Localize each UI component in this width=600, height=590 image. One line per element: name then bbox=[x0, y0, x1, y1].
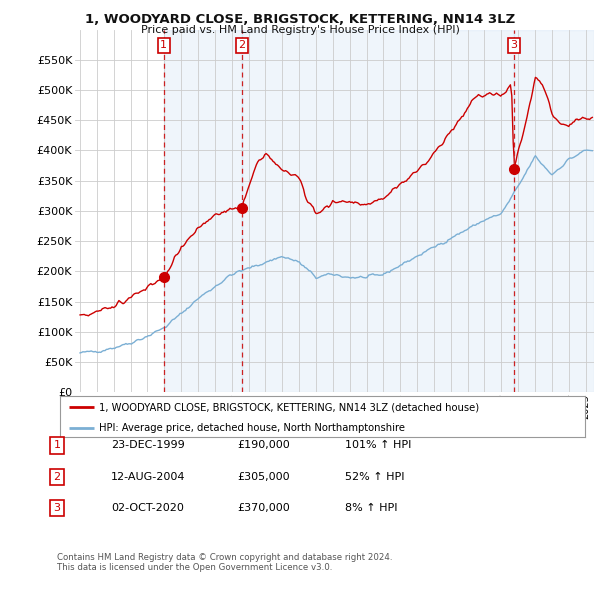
Bar bbox=[242, 30, 514, 392]
Text: 23-DEC-1999: 23-DEC-1999 bbox=[111, 441, 185, 450]
Text: £370,000: £370,000 bbox=[237, 503, 290, 513]
Bar bbox=[164, 30, 242, 392]
Text: 101% ↑ HPI: 101% ↑ HPI bbox=[345, 441, 412, 450]
Text: 3: 3 bbox=[53, 503, 61, 513]
Text: 1: 1 bbox=[160, 40, 167, 50]
Bar bbox=[514, 30, 594, 392]
Text: 52% ↑ HPI: 52% ↑ HPI bbox=[345, 472, 404, 481]
Text: £305,000: £305,000 bbox=[237, 472, 290, 481]
Text: £190,000: £190,000 bbox=[237, 441, 290, 450]
Text: This data is licensed under the Open Government Licence v3.0.: This data is licensed under the Open Gov… bbox=[57, 563, 332, 572]
Text: Price paid vs. HM Land Registry's House Price Index (HPI): Price paid vs. HM Land Registry's House … bbox=[140, 25, 460, 35]
Text: 02-OCT-2020: 02-OCT-2020 bbox=[111, 503, 184, 513]
Text: HPI: Average price, detached house, North Northamptonshire: HPI: Average price, detached house, Nort… bbox=[100, 423, 406, 433]
Text: 2: 2 bbox=[53, 472, 61, 481]
Text: 1, WOODYARD CLOSE, BRIGSTOCK, KETTERING, NN14 3LZ (detached house): 1, WOODYARD CLOSE, BRIGSTOCK, KETTERING,… bbox=[100, 402, 479, 412]
Text: 1, WOODYARD CLOSE, BRIGSTOCK, KETTERING, NN14 3LZ: 1, WOODYARD CLOSE, BRIGSTOCK, KETTERING,… bbox=[85, 13, 515, 26]
Text: 12-AUG-2004: 12-AUG-2004 bbox=[111, 472, 185, 481]
Text: 1: 1 bbox=[53, 441, 61, 450]
Text: 3: 3 bbox=[511, 40, 517, 50]
Text: 2: 2 bbox=[239, 40, 246, 50]
Text: 8% ↑ HPI: 8% ↑ HPI bbox=[345, 503, 398, 513]
Text: Contains HM Land Registry data © Crown copyright and database right 2024.: Contains HM Land Registry data © Crown c… bbox=[57, 553, 392, 562]
